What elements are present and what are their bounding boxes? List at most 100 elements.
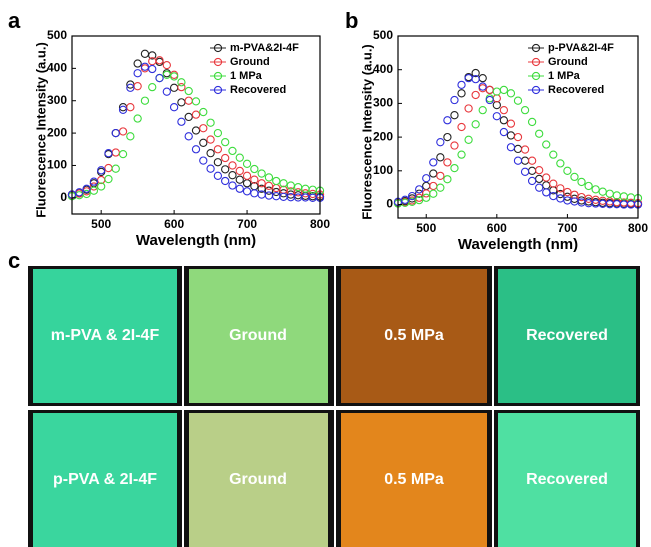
data-point (162, 60, 171, 70)
data-point (443, 116, 452, 125)
data-point (513, 144, 523, 154)
data-point (535, 183, 544, 192)
data-point (177, 117, 186, 126)
data-point (422, 181, 431, 191)
data-point (471, 68, 480, 78)
x-axis-label: Wavelength (nm) (458, 236, 578, 253)
data-point (118, 149, 128, 159)
data-point (436, 153, 445, 162)
data-point (199, 124, 208, 133)
data-point (140, 49, 150, 58)
y-axis-label: Fluorescence Intensity (a.u.) (359, 44, 374, 220)
data-point (213, 171, 223, 180)
panel-label: b (345, 8, 358, 33)
data-point (184, 86, 193, 96)
x-tick-label: 600 (164, 217, 184, 231)
photo (498, 413, 636, 547)
data-point (556, 159, 565, 168)
data-point (492, 100, 501, 110)
data-point (177, 82, 186, 92)
data-point (235, 166, 244, 176)
data-point (549, 150, 558, 159)
data-point (612, 191, 621, 200)
data-point (206, 164, 215, 173)
data-point (133, 114, 142, 123)
data-point (478, 82, 487, 91)
data-point (250, 189, 259, 198)
data-point (492, 94, 501, 103)
data-point (570, 172, 579, 182)
data-point (213, 145, 223, 154)
data-point (535, 174, 544, 184)
data-point (199, 156, 208, 165)
data-point (191, 110, 201, 119)
data-point (118, 127, 128, 136)
data-point (513, 156, 523, 165)
data-point (228, 146, 237, 156)
data-point (242, 187, 252, 196)
data-point (457, 122, 466, 132)
data-point (499, 127, 509, 137)
data-point (499, 105, 509, 115)
data-point (191, 145, 201, 154)
data-point (301, 184, 310, 193)
data-point (184, 132, 193, 141)
legend-label: 1 MPa (230, 70, 263, 82)
panel-label: c (8, 248, 20, 273)
data-point (485, 94, 494, 103)
data-point (272, 192, 281, 201)
data-point (257, 184, 266, 193)
data-point (242, 159, 252, 168)
data-point (457, 150, 466, 159)
data-point (400, 195, 410, 204)
data-point (520, 156, 530, 165)
photo-label: Ground (229, 471, 287, 488)
data-point (542, 181, 551, 190)
photo (33, 413, 177, 547)
data-point (436, 138, 445, 147)
data-point (506, 131, 516, 140)
data-point (272, 176, 281, 186)
data-point (257, 179, 266, 188)
data-point (235, 184, 244, 193)
y-axis-label: Fluorescence Intensity (a.u.) (33, 42, 48, 218)
data-point (191, 126, 201, 135)
data-point (549, 179, 558, 188)
data-point (104, 174, 113, 184)
data-point (584, 181, 593, 191)
data-point (293, 182, 303, 192)
data-point (527, 117, 537, 127)
data-point (478, 73, 487, 83)
data-point (429, 158, 438, 167)
data-point (527, 156, 537, 165)
photo (341, 269, 487, 403)
data-point (450, 141, 459, 150)
y-tick-label: 200 (47, 125, 67, 139)
data-point (126, 103, 135, 112)
y-tick-label: 400 (47, 61, 67, 75)
data-point (75, 188, 84, 197)
legend-label: m-PVA&2I-4F (230, 42, 299, 54)
data-point (228, 161, 237, 170)
legend-label: Ground (548, 56, 588, 68)
legend: p-PVA&2I-4F Ground 1 MPa Recovered (528, 42, 614, 96)
legend-label: 1 MPa (548, 70, 581, 82)
data-point (133, 69, 142, 78)
data-point (499, 116, 509, 125)
plot-frame (397, 35, 639, 219)
data-point (191, 97, 201, 106)
photo-grid (28, 266, 640, 547)
data-point (478, 84, 487, 93)
data-point (542, 173, 551, 182)
data-point (126, 132, 135, 141)
data-point (415, 195, 424, 205)
legend-label: Recovered (230, 84, 286, 96)
data-point (520, 167, 530, 176)
data-point (148, 64, 157, 74)
data-point (264, 191, 274, 200)
data-point (527, 166, 537, 175)
data-point (221, 153, 230, 163)
data-point (499, 85, 509, 95)
